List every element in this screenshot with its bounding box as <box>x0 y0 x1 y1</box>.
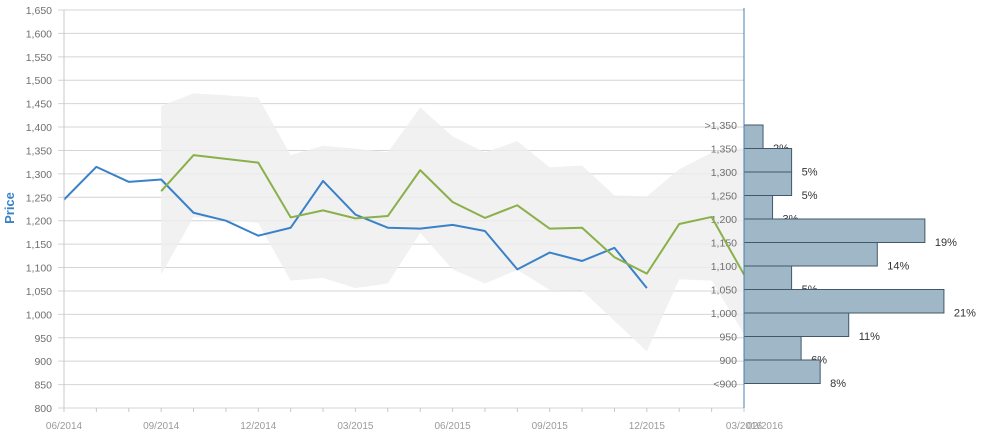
y-tick-label: 1,300 <box>26 169 52 181</box>
y-tick-label: 1,150 <box>26 239 52 251</box>
histogram-bar-label: 8% <box>830 378 846 390</box>
x-tick-label: 03/2015 <box>337 421 374 432</box>
x-tick-label: 12/2014 <box>240 421 277 432</box>
histogram-category-label: 1,250 <box>711 191 737 203</box>
x-tick-label: 09/2015 <box>532 421 569 432</box>
histogram-category-label: 1,000 <box>711 308 737 320</box>
x-tick-label: 02/2016 <box>747 421 784 432</box>
y-tick-label: 1,650 <box>26 5 52 17</box>
histogram-category-label: 1,350 <box>711 144 737 156</box>
histogram-bar <box>743 242 878 267</box>
histogram-bar-label: 11% <box>859 331 880 343</box>
x-tick-label: 06/2015 <box>434 421 471 432</box>
y-tick-label: 900 <box>34 356 52 368</box>
y-tick-label: 1,450 <box>26 99 52 111</box>
histogram-bar <box>743 265 793 290</box>
axes: 800 850 900 950 1,000 1,050 1,100 1,150 1,200 1,2… <box>26 5 784 432</box>
histogram-category-label: 1,100 <box>711 261 737 273</box>
histogram-bar <box>743 312 850 337</box>
histogram-bar-label: 5% <box>802 166 818 178</box>
histogram-bar-label: 5% <box>802 190 818 202</box>
histogram-bar-label: 19% <box>935 237 957 249</box>
x-tick-label: 12/2015 <box>629 421 666 432</box>
histogram-bar-label: 21% <box>954 307 976 319</box>
histogram-bar <box>743 171 793 196</box>
y-tick-label: 800 <box>34 403 52 415</box>
x-tick-label: 06/2014 <box>46 421 83 432</box>
y-tick-label: 1,050 <box>26 286 52 298</box>
forecast-band-area <box>161 93 745 352</box>
y-tick-label: 1,350 <box>26 145 52 157</box>
y-tick-label: 1,000 <box>26 309 52 321</box>
y-tick-label: 1,100 <box>26 263 52 275</box>
y-tick-label: 1,550 <box>26 52 52 64</box>
histogram-category-label: 1,300 <box>711 167 737 179</box>
histogram-category-label: 1,200 <box>711 214 737 226</box>
x-tick-label: 09/2014 <box>143 421 180 432</box>
distribution-histogram: >1,3502%1,3505%1,3005%1,2503%1,20019%1,1… <box>705 120 977 391</box>
histogram-bar <box>743 336 802 361</box>
histogram-bar <box>743 195 774 220</box>
y-tick-label: 1,500 <box>26 75 52 87</box>
y-tick-label: 1,400 <box>26 122 52 134</box>
y-tick-label: 1,200 <box>26 216 52 228</box>
forecast-band <box>161 93 745 352</box>
x-tick-label: 03/2016 <box>726 421 763 432</box>
histogram-category-label: 950 <box>719 332 737 344</box>
histogram-bar <box>743 359 821 384</box>
histogram-category-label: 1,150 <box>711 238 737 250</box>
histogram-bar <box>743 218 926 243</box>
histogram-category-label: 900 <box>719 355 737 367</box>
histogram-bar-label: 14% <box>887 260 909 272</box>
histogram-category-label: <900 <box>713 379 737 391</box>
price-lines <box>63 154 745 289</box>
y-tick-label: 1,250 <box>26 192 52 204</box>
y-tick-label: 850 <box>34 380 52 392</box>
histogram-bar <box>743 148 793 173</box>
histogram-category-label: >1,350 <box>705 120 738 132</box>
y-tick-label: 1,600 <box>26 28 52 40</box>
histogram-bar <box>743 124 764 149</box>
y-tick-label: 950 <box>34 333 52 345</box>
histogram-bar <box>743 289 945 314</box>
histogram-category-label: 1,050 <box>711 285 737 297</box>
y-axis-label: Price <box>2 192 17 224</box>
